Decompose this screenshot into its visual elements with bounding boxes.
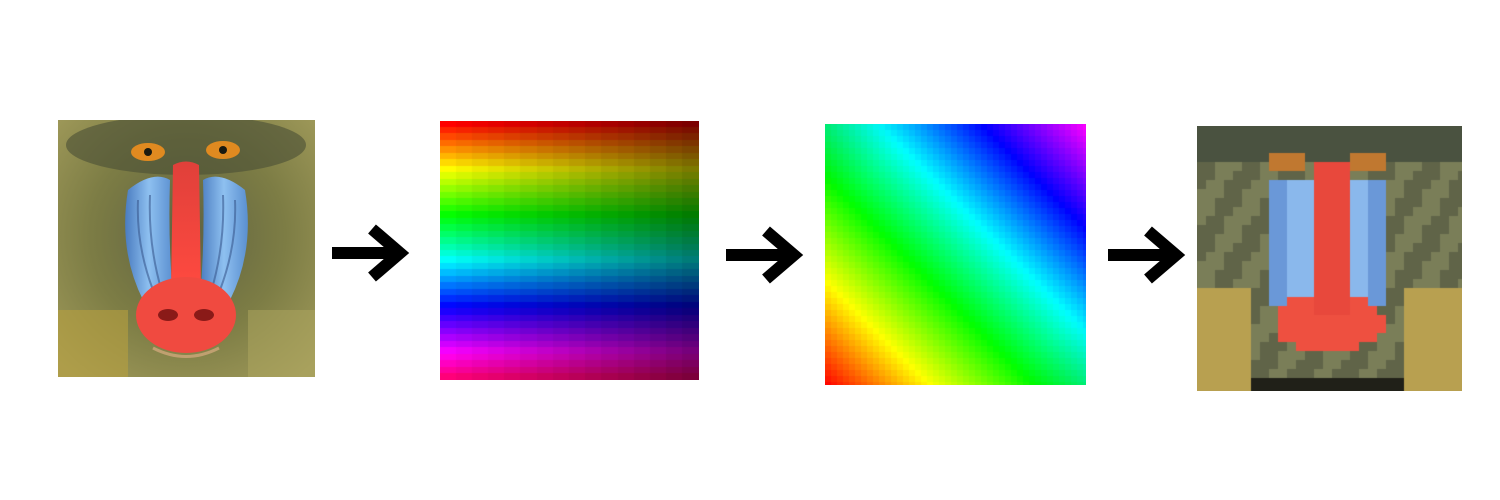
pixelated-baboon-face [1197, 126, 1462, 391]
pixelated-image [1197, 126, 1462, 391]
right-nostril [194, 309, 214, 321]
left-nostril [158, 309, 178, 321]
right-arrow-icon [330, 223, 410, 283]
nose-ridge [171, 161, 201, 290]
baboon-photo [58, 120, 315, 377]
snout [136, 277, 236, 353]
horizontal-rainbow-bands [440, 121, 699, 380]
fur-yellow-right [248, 310, 315, 377]
brow [66, 120, 306, 175]
whiskers [152, 346, 220, 358]
diagonal-gradient-image [825, 124, 1086, 385]
right-arrow-icon [1106, 225, 1186, 285]
fur-yellow-left [58, 310, 128, 377]
horizontal-gradient-image [440, 121, 699, 380]
original-image [58, 120, 315, 377]
right-arrow-icon [724, 225, 804, 285]
diagonal-rainbow-bands [825, 124, 1086, 385]
